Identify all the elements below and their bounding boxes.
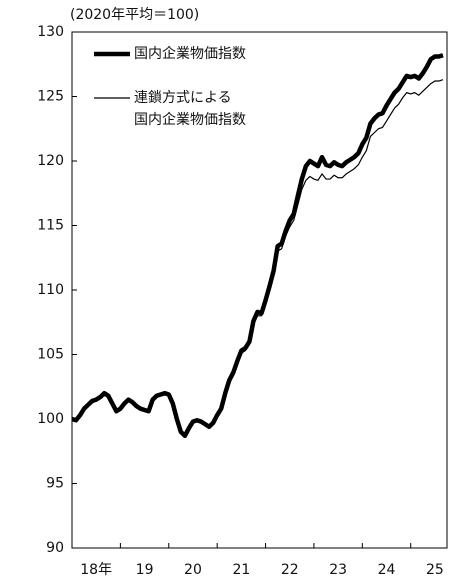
series-line — [71, 79, 444, 437]
legend-label: 国内企業物価指数 — [134, 45, 246, 62]
y-tick-label: 120 — [37, 153, 64, 169]
y-tick-label: 100 — [37, 411, 64, 427]
legend-label: 連鎖方式による国内企業物価指数 — [134, 90, 246, 128]
x-tick-label: 24 — [378, 562, 396, 578]
plot-frame — [71, 31, 448, 549]
x-tick-label: 18年 — [80, 562, 112, 578]
y-tick-label: 130 — [37, 24, 64, 40]
y-tick-label: 95 — [46, 476, 64, 492]
y-tick-label: 105 — [37, 347, 64, 363]
y-tick-label: 125 — [37, 89, 64, 105]
y-tick-label: 110 — [37, 282, 64, 298]
x-tick-label: 19 — [136, 562, 154, 578]
x-tick-label: 21 — [232, 562, 250, 578]
y-tick-label: 90 — [46, 540, 64, 556]
series-line — [71, 53, 444, 439]
y-tick-label: 115 — [37, 218, 64, 234]
x-tick-label: 20 — [184, 562, 202, 578]
x-tick-label: 23 — [329, 562, 347, 578]
x-tick-label: 22 — [281, 562, 299, 578]
x-tick-label: 25 — [426, 562, 444, 578]
unit-label: (2020年平均＝100) — [70, 7, 199, 23]
